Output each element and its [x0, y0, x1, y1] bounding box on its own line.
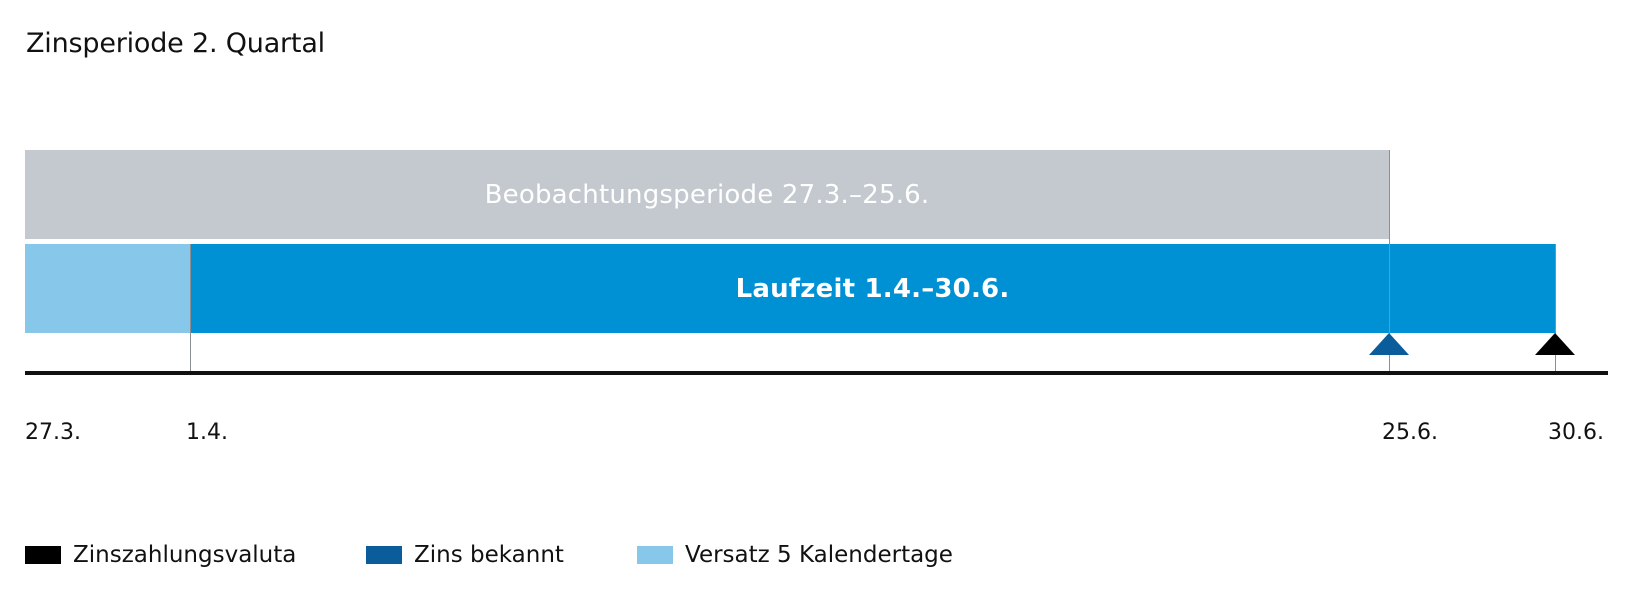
- term-period-bar: Laufzeit 1.4.–30.6.: [190, 244, 1555, 333]
- payment-date-marker: [1535, 333, 1575, 355]
- timeline-axis: [25, 371, 1608, 375]
- legend-label: Zinszahlungsvaluta: [73, 542, 297, 568]
- legend-item-payment: Zinszahlungsvaluta: [25, 542, 296, 568]
- term-period-label: Laufzeit 1.4.–30.6.: [735, 273, 1010, 304]
- tick-label-1-4: 1.4.: [186, 420, 228, 445]
- diagram-title: Zinsperiode 2. Quartal: [26, 28, 325, 59]
- legend-label: Versatz 5 Kalendertage: [685, 542, 953, 568]
- legend-item-interest-known: Zins bekannt: [366, 542, 564, 568]
- divider-line-25-6: [1389, 150, 1390, 372]
- observation-period-bar: Beobachtungsperiode 27.3.–25.6.: [25, 150, 1389, 239]
- divider-line-1-4: [190, 244, 191, 372]
- legend-swatch-black: [25, 546, 61, 564]
- legend-label: Zins bekannt: [414, 542, 564, 568]
- interest-known-marker: [1369, 333, 1409, 355]
- legend-swatch-dark-blue: [366, 546, 402, 564]
- divider-line-30-6: [1555, 244, 1556, 372]
- offset-period-bar: [25, 244, 190, 333]
- observation-period-label: Beobachtungsperiode 27.3.–25.6.: [484, 179, 930, 210]
- tick-label-25-6: 25.6.: [1382, 420, 1438, 445]
- tick-label-27-3: 27.3.: [25, 420, 81, 445]
- legend-swatch-light-blue: [637, 546, 673, 564]
- legend-item-offset: Versatz 5 Kalendertage: [637, 542, 953, 568]
- tick-label-30-6: 30.6.: [1548, 420, 1604, 445]
